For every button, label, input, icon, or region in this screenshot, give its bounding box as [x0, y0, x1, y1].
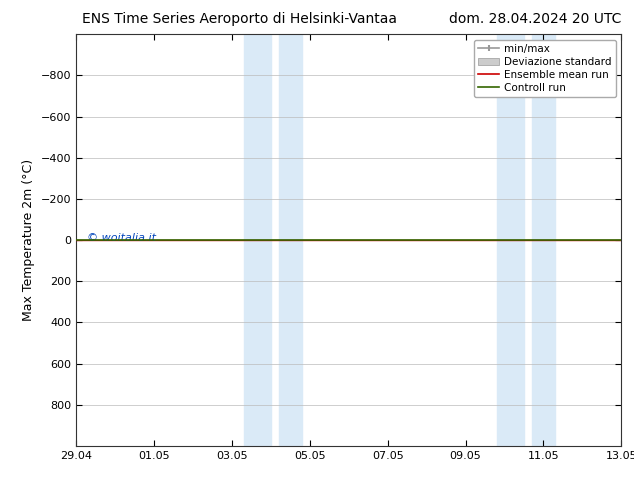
- Bar: [496, 34, 524, 446]
- Y-axis label: Max Temperature 2m (°C): Max Temperature 2m (°C): [22, 159, 35, 321]
- Text: © woitalia.it: © woitalia.it: [87, 233, 156, 243]
- Bar: [278, 34, 302, 446]
- Text: ENS Time Series Aeroporto di Helsinki-Vantaa: ENS Time Series Aeroporto di Helsinki-Va…: [82, 12, 398, 26]
- Text: dom. 28.04.2024 20 UTC: dom. 28.04.2024 20 UTC: [449, 12, 621, 26]
- Bar: [243, 34, 271, 446]
- Legend: min/max, Deviazione standard, Ensemble mean run, Controll run: min/max, Deviazione standard, Ensemble m…: [474, 40, 616, 97]
- Bar: [532, 34, 555, 446]
